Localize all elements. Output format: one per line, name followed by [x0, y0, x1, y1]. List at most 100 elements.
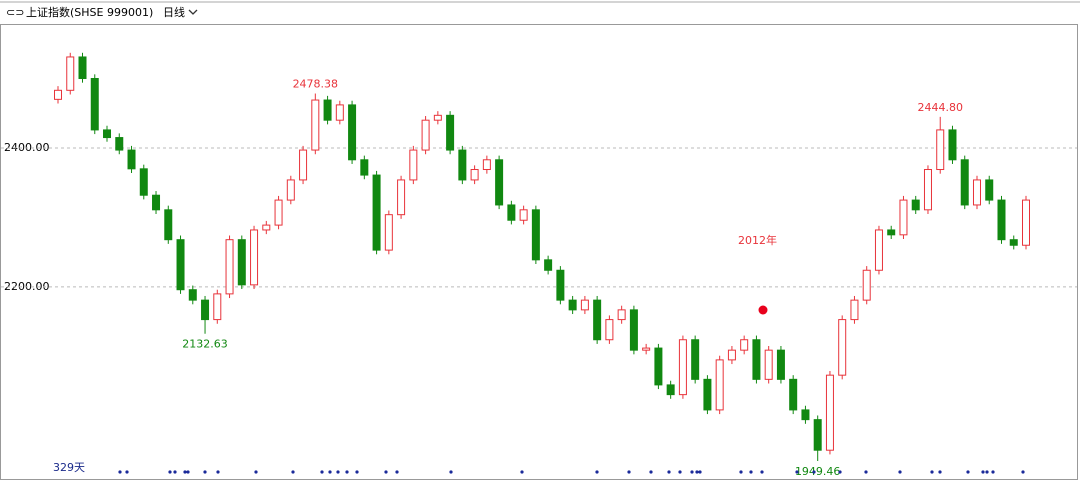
candle-body	[115, 137, 124, 151]
candle-body	[997, 199, 1006, 241]
event-marker	[118, 470, 122, 474]
annotation: 2012年	[738, 233, 777, 247]
event-marker	[838, 470, 842, 474]
candle-body	[617, 309, 626, 321]
event-marker	[695, 470, 699, 474]
candle-body	[825, 374, 834, 451]
marker-dot	[758, 305, 768, 315]
candle-body	[311, 99, 320, 151]
chart-title: 上证指数(SHSE 999001)	[26, 5, 153, 19]
candle-body	[666, 384, 675, 396]
candle-body	[433, 114, 442, 121]
candle-body	[715, 359, 724, 411]
event-marker	[125, 470, 129, 474]
event-marker	[384, 470, 388, 474]
event-marker	[183, 470, 187, 474]
candle-body	[152, 194, 161, 211]
candle-body	[556, 269, 565, 301]
event-marker	[336, 470, 340, 474]
event-marker	[345, 470, 349, 474]
candle-body	[237, 239, 246, 286]
event-marker	[864, 470, 868, 474]
candle-body	[985, 179, 994, 201]
count-label: 329天	[53, 461, 85, 474]
candle-body	[1009, 239, 1018, 246]
event-marker	[812, 470, 816, 474]
candle-body	[482, 159, 491, 171]
candle-body	[911, 199, 920, 211]
candle-body	[789, 378, 798, 411]
event-marker	[690, 470, 694, 474]
event-marker	[667, 470, 671, 474]
event-marker	[678, 470, 682, 474]
candle-body	[580, 299, 589, 311]
event-marker	[760, 470, 764, 474]
low-label: 1949.46	[795, 465, 841, 478]
event-marker	[520, 470, 524, 474]
candle-body	[972, 179, 981, 206]
candle-body	[54, 89, 62, 100]
candle-body	[544, 259, 553, 271]
event-marker	[981, 470, 985, 474]
candle-body	[887, 229, 896, 236]
event-marker	[291, 470, 295, 474]
candle-body	[446, 114, 455, 151]
dropdown-arrow[interactable]	[188, 9, 198, 15]
candle-body	[139, 168, 148, 196]
event-marker	[595, 470, 599, 474]
event-marker	[649, 470, 653, 474]
event-marker	[627, 470, 631, 474]
period[interactable]: 日线	[163, 5, 185, 19]
event-marker	[449, 470, 453, 474]
candle-body	[899, 199, 908, 236]
candle-body	[678, 339, 687, 396]
candle-body	[813, 419, 822, 451]
candle-body	[801, 409, 810, 421]
event-marker	[938, 470, 942, 474]
candle-body	[66, 56, 75, 91]
candle-body	[262, 224, 271, 231]
candle-body	[78, 56, 87, 79]
event-marker	[168, 470, 172, 474]
candle-body	[323, 99, 332, 121]
plot-border	[0, 24, 1078, 480]
candle-body	[225, 239, 234, 295]
event-marker	[898, 470, 902, 474]
event-marker	[991, 470, 995, 474]
candle-body	[421, 119, 430, 151]
event-marker	[395, 470, 399, 474]
event-marker	[985, 470, 989, 474]
candle-body	[703, 378, 712, 411]
event-marker	[930, 470, 934, 474]
event-marker	[254, 470, 258, 474]
candle-body	[923, 169, 932, 211]
candle-body	[776, 349, 785, 380]
candle-body	[360, 159, 369, 176]
event-marker	[739, 470, 743, 474]
candle-body	[397, 179, 406, 216]
candle-body	[568, 299, 577, 311]
candle-body	[103, 129, 112, 139]
event-marker	[328, 470, 332, 474]
candle-body	[90, 77, 99, 131]
high-label: 2444.80	[917, 101, 963, 114]
candle-body	[936, 129, 945, 171]
candle-body	[531, 209, 540, 261]
candle-body	[752, 339, 761, 380]
candle-body	[458, 149, 467, 181]
event-marker	[216, 470, 220, 474]
candle-body	[874, 229, 883, 271]
low-label: 2132.63	[182, 338, 228, 351]
event-marker	[186, 470, 190, 474]
candle-body	[495, 159, 504, 206]
candle-body	[286, 179, 295, 201]
event-marker	[698, 470, 702, 474]
candle-body	[201, 299, 210, 321]
candle-body	[470, 169, 479, 181]
candle-body	[642, 347, 651, 351]
candle-body	[384, 214, 393, 251]
candle-body	[948, 129, 957, 161]
